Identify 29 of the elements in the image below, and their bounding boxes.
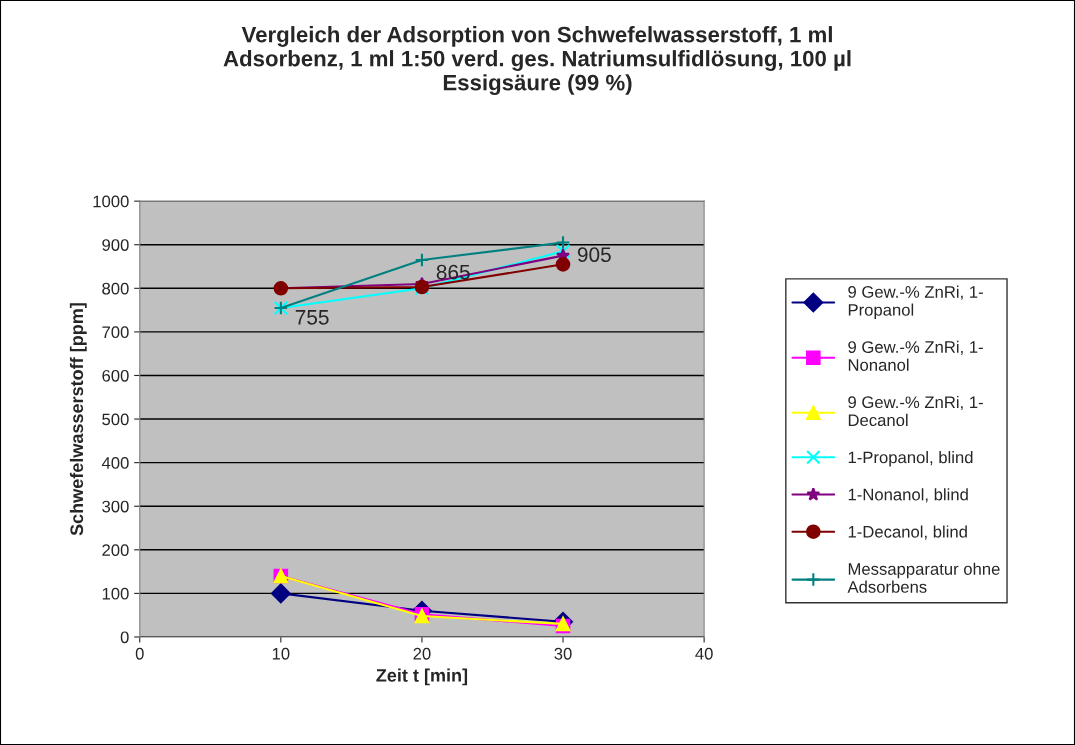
legend-label: 1-Propanol, blind bbox=[848, 451, 973, 467]
legend-label: 1-Nonanol, blind bbox=[848, 488, 968, 503]
legend-label: 9 Gew.-% ZnRi, 1- Decanol bbox=[848, 395, 983, 427]
chart-title: Vergleich der Adsorption von Schwefelwasserstoff, 1 ml Adsorbenz, 1 ml 1:50 verd. ges. Natriumsulfidlösung, 100 µl Essigsäure (99 %) bbox=[223, 26, 851, 95]
y-tick-label: 500 bbox=[102, 413, 129, 426]
data-label: 755 bbox=[295, 310, 329, 325]
y-tick-label: 800 bbox=[102, 282, 129, 295]
y-tick-label: 400 bbox=[101, 457, 129, 469]
legend-label: 1-Decanol, blind bbox=[848, 525, 967, 540]
y-tick-label: 600 bbox=[102, 369, 129, 382]
y-tick-label: 200 bbox=[102, 544, 129, 557]
legend-label: 9 Gew.-% ZnRi, 1- Propanol bbox=[848, 285, 983, 320]
data-label: 905 bbox=[577, 247, 611, 263]
x-tick-label: 30 bbox=[554, 647, 572, 660]
y-axis-title: Schwefelwasserstoff [ppm] bbox=[69, 303, 87, 536]
legend-label: 9 Gew.-% ZnRi, 1- Nonanol bbox=[848, 340, 983, 371]
x-axis-title: Zeit t [min] bbox=[376, 668, 468, 686]
x-tick-label: 0 bbox=[135, 647, 144, 660]
y-tick-label: 900 bbox=[102, 239, 129, 251]
data-label: 865 bbox=[436, 264, 470, 280]
y-tick-label: 0 bbox=[120, 631, 129, 644]
x-tick-label: 10 bbox=[272, 647, 290, 660]
x-tick-label: 40 bbox=[695, 647, 713, 660]
y-tick-label: 1000 bbox=[93, 195, 129, 208]
legend-label: Messapparatur ohne Adsorbens bbox=[847, 562, 1000, 593]
y-tick-label: 300 bbox=[102, 500, 129, 513]
y-tick-label: 700 bbox=[102, 326, 129, 339]
y-tick-label: 100 bbox=[102, 587, 129, 600]
x-tick-label: 20 bbox=[413, 647, 431, 660]
